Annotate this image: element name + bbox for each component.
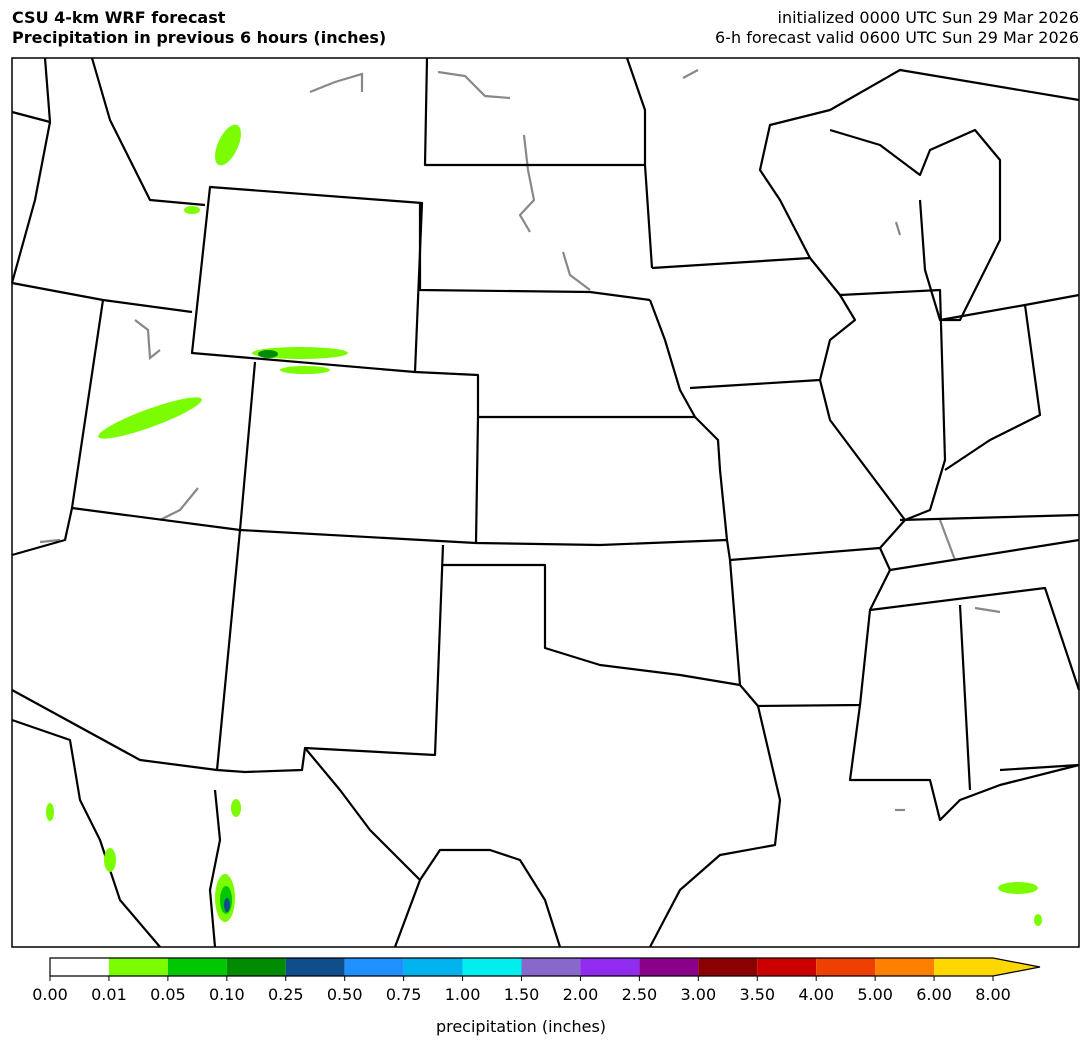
init-time: initialized 0000 UTC Sun 29 Mar 2026 xyxy=(778,8,1080,27)
colorbar-segment xyxy=(344,958,404,976)
colorbar-tick-label: 5.00 xyxy=(857,985,893,1004)
lakes-rivers xyxy=(39,69,1001,812)
colorbar-tick-label: 3.00 xyxy=(681,985,717,1004)
colorbar-segment xyxy=(875,958,935,976)
colorbar-tick-label: 2.00 xyxy=(563,985,599,1004)
colorbar-segment xyxy=(108,958,168,976)
colorbar-segment xyxy=(934,958,993,976)
colorbar-tick-label: 0.05 xyxy=(150,985,186,1004)
colorbar-segment xyxy=(285,958,345,976)
colorbar-segment xyxy=(639,958,699,976)
colorbar-tick-label: 3.50 xyxy=(739,985,775,1004)
colorbar-segment xyxy=(462,958,522,976)
colorbar-tick-label: 8.00 xyxy=(975,985,1011,1004)
colorbar-segment xyxy=(226,958,286,976)
colorbar-outline xyxy=(49,957,1041,977)
colorbar-segment xyxy=(757,958,817,976)
colorbar-segment xyxy=(698,958,758,976)
colorbar-tick-label: 0.25 xyxy=(268,985,304,1004)
colorbar-tick-label: 1.00 xyxy=(445,985,481,1004)
colorbar-segment xyxy=(816,958,876,976)
colorbar-tick-label: 2.50 xyxy=(622,985,658,1004)
precipitation xyxy=(46,124,1042,926)
colorbar-tick-label: 4.00 xyxy=(798,985,834,1004)
colorbar-segment xyxy=(50,958,109,976)
colorbar-tick-label: 0.50 xyxy=(327,985,363,1004)
subtitle: Precipitation in previous 6 hours (inche… xyxy=(12,28,386,47)
colorbar-extend xyxy=(993,958,1040,976)
map xyxy=(10,57,1081,948)
colorbar-tick-label: 0.01 xyxy=(91,985,127,1004)
colorbar-tick-label: 0.00 xyxy=(32,985,68,1004)
colorbar-segment xyxy=(167,958,227,976)
colorbar: 0.00 0.01 0.05 0.10 0.25 0.50 0.75 1.00 1.50 2.00… xyxy=(32,957,1041,1004)
colorbar-tick-label: 0.10 xyxy=(209,985,245,1004)
colorbar-tick-label: 6.00 xyxy=(916,985,952,1004)
title: CSU 4-km WRF forecast xyxy=(12,8,226,27)
valid-time: 6-h forecast valid 0600 UTC Sun 29 Mar 2… xyxy=(715,28,1079,47)
state-borders xyxy=(10,57,1081,948)
colorbar-segment xyxy=(580,958,640,976)
colorbar-tick-label: 1.50 xyxy=(504,985,540,1004)
colorbar-segment xyxy=(403,958,463,976)
colorbar-segment xyxy=(521,958,581,976)
colorbar-tick-label: 0.75 xyxy=(386,985,422,1004)
colorbar-label: precipitation (inches) xyxy=(436,1017,606,1036)
